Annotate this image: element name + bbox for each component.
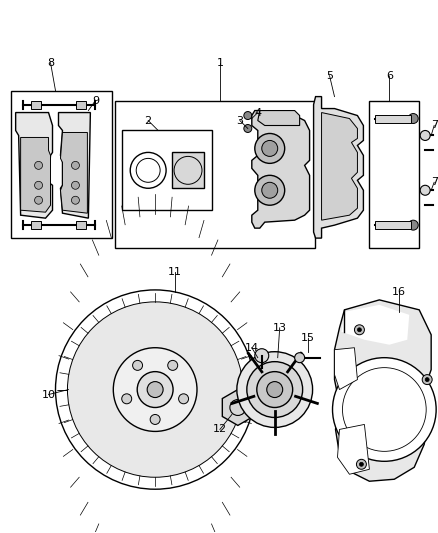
Circle shape [247, 362, 303, 417]
Polygon shape [338, 424, 369, 474]
Circle shape [408, 220, 418, 230]
Bar [375, 115, 411, 123]
Text: 14: 14 [245, 343, 259, 353]
Circle shape [420, 131, 430, 141]
Polygon shape [16, 112, 53, 218]
Circle shape [420, 185, 430, 195]
Circle shape [35, 196, 42, 204]
Circle shape [150, 415, 160, 424]
Text: 10: 10 [42, 390, 56, 400]
Polygon shape [59, 112, 90, 218]
Bar [31, 101, 41, 109]
Circle shape [422, 375, 432, 385]
Text: 4: 4 [254, 108, 261, 118]
Polygon shape [321, 112, 357, 220]
Polygon shape [258, 110, 300, 125]
Circle shape [179, 394, 189, 404]
Circle shape [113, 348, 197, 431]
Text: 3: 3 [237, 116, 244, 125]
Text: 6: 6 [386, 71, 393, 80]
Circle shape [71, 196, 79, 204]
Circle shape [35, 181, 42, 189]
Polygon shape [335, 300, 431, 481]
Circle shape [332, 358, 436, 461]
Bar [76, 221, 86, 229]
Bar [115, 101, 314, 248]
Circle shape [71, 161, 79, 169]
Circle shape [244, 125, 252, 133]
Polygon shape [335, 348, 357, 390]
Circle shape [122, 394, 132, 404]
Text: 5: 5 [326, 71, 333, 80]
Polygon shape [60, 133, 88, 213]
Text: 2: 2 [145, 116, 152, 125]
Bar [172, 152, 204, 188]
Circle shape [133, 360, 142, 370]
Circle shape [67, 302, 243, 477]
Circle shape [357, 459, 367, 469]
Text: 8: 8 [47, 58, 54, 68]
Text: 7: 7 [431, 177, 438, 187]
Bar [375, 221, 411, 229]
Circle shape [262, 182, 278, 198]
Text: 11: 11 [168, 267, 182, 277]
Polygon shape [342, 305, 409, 345]
Text: 1: 1 [216, 58, 223, 68]
Circle shape [137, 372, 173, 408]
Bar [31, 221, 41, 229]
Circle shape [425, 377, 429, 382]
Polygon shape [21, 138, 50, 212]
Bar [11, 91, 112, 238]
Circle shape [357, 328, 361, 332]
Circle shape [354, 325, 364, 335]
Circle shape [71, 181, 79, 189]
Circle shape [244, 111, 252, 119]
Text: 7: 7 [431, 120, 438, 131]
Polygon shape [252, 110, 310, 228]
Bar [369, 101, 419, 248]
Circle shape [35, 161, 42, 169]
Circle shape [267, 382, 283, 398]
Bar [76, 101, 86, 109]
Circle shape [262, 141, 278, 156]
Circle shape [255, 133, 285, 164]
Circle shape [295, 353, 304, 362]
Circle shape [408, 114, 418, 124]
Polygon shape [223, 390, 254, 425]
Text: 12: 12 [213, 424, 227, 434]
Bar [122, 131, 212, 210]
Circle shape [255, 175, 285, 205]
Circle shape [237, 352, 313, 427]
Text: 9: 9 [92, 95, 99, 106]
Text: 13: 13 [273, 323, 287, 333]
Circle shape [168, 360, 178, 370]
Circle shape [147, 382, 163, 398]
Text: 15: 15 [300, 333, 314, 343]
Circle shape [360, 462, 364, 466]
Circle shape [257, 372, 293, 408]
Circle shape [255, 349, 269, 362]
Polygon shape [314, 96, 364, 238]
Text: 16: 16 [392, 287, 406, 297]
